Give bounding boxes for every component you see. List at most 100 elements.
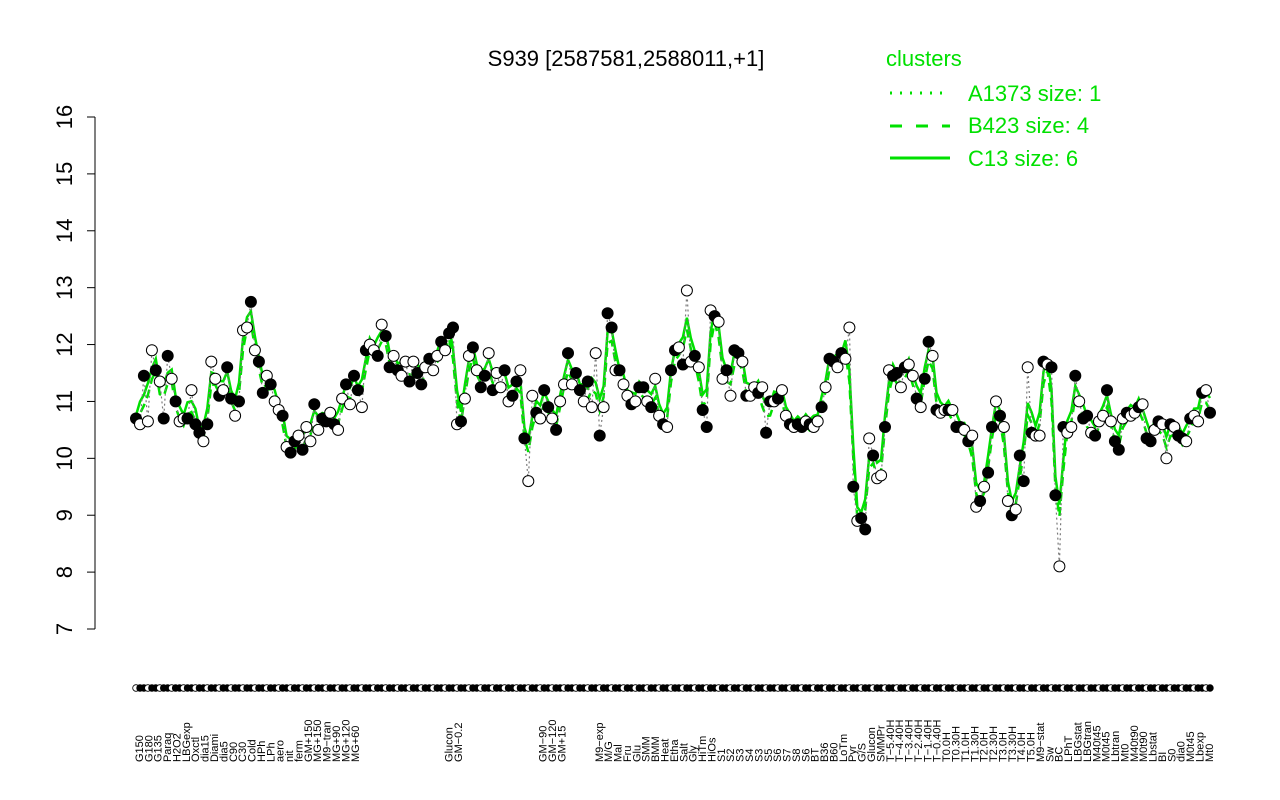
data-point	[332, 423, 345, 436]
data-point	[863, 432, 876, 445]
series-lines	[134, 290, 1212, 567]
data-point	[137, 369, 150, 382]
data-point	[308, 398, 321, 411]
x-tick-label: M0t90	[1138, 731, 1150, 762]
x-tick-label: T0.0H	[941, 732, 953, 762]
data-point	[760, 426, 773, 439]
data-point	[982, 466, 995, 479]
data-point	[466, 341, 479, 354]
data-point	[1104, 415, 1117, 428]
data-point	[569, 367, 582, 379]
x-tick-label: MG+60	[350, 726, 362, 762]
data-point	[348, 369, 360, 382]
data-point	[918, 372, 931, 385]
data-point	[680, 284, 693, 297]
data-point	[276, 409, 289, 422]
data-point	[165, 372, 178, 385]
y-tick-label: 13	[52, 275, 77, 299]
x-tick-label: Paraq	[162, 733, 174, 762]
x-tick-label: dia15	[200, 735, 212, 762]
data-point	[229, 409, 242, 422]
x-tick-label: H2O2	[171, 733, 183, 762]
data-point	[439, 344, 452, 357]
data-point	[1089, 429, 1102, 442]
x-tick-label: Etha	[669, 738, 681, 762]
data-point	[344, 398, 356, 411]
x-tick-label: Salt	[678, 743, 690, 762]
x-tick-label: M9−tran	[322, 721, 334, 762]
data-point	[415, 378, 428, 391]
data-point	[867, 449, 880, 462]
data-point	[264, 378, 277, 391]
data-point	[696, 404, 709, 416]
x-tick-label: Lbstat	[1148, 732, 1160, 762]
x-tick-label: Lbexp	[1195, 732, 1207, 762]
x-tick-label: T4.0H	[1016, 732, 1028, 762]
x-tick-label: BC	[1054, 747, 1066, 762]
data-point	[284, 446, 297, 459]
data-point	[296, 443, 309, 456]
x-tick-label: Lbtran	[1110, 731, 1122, 762]
data-point	[589, 347, 602, 360]
x-tick-label: BT	[810, 748, 822, 762]
data-point	[859, 523, 872, 536]
x-tick-label: S4	[744, 749, 756, 762]
data-point	[974, 495, 987, 507]
x-tick-label: MG+150	[312, 719, 324, 762]
x-tick-label: M40t45	[1091, 725, 1103, 762]
y-tick-label: 11	[52, 390, 77, 413]
data-point	[522, 475, 535, 488]
data-point	[526, 389, 539, 402]
data-point	[534, 412, 547, 425]
data-point	[375, 318, 388, 331]
x-tick-label: BMM	[650, 736, 662, 762]
data-point	[205, 355, 218, 368]
data-point	[573, 384, 586, 397]
data-point	[1144, 435, 1157, 448]
data-point	[550, 423, 563, 436]
x-tick-label: T1.30H	[969, 726, 981, 762]
data-point	[577, 395, 590, 408]
x-tick-label: MG+120	[340, 720, 352, 763]
x-tick-label: aero	[275, 740, 287, 762]
data-point	[1045, 361, 1058, 374]
x-tick-label: G/S	[857, 743, 869, 762]
x-tick-labels: G150G180G135ParaqH2O2LBGexpOxctldia15Dia…	[134, 719, 1216, 762]
x-tick-label: M40t90	[1129, 725, 1141, 762]
data-point	[221, 361, 234, 374]
x-tick-label: T−5.40H	[885, 719, 897, 762]
data-point	[1021, 361, 1034, 374]
data-point	[819, 381, 832, 394]
x-tick-label: S2	[725, 749, 737, 762]
y-tick-label: 12	[52, 332, 77, 356]
x-tick-label: dia5	[218, 741, 230, 762]
data-point	[811, 415, 824, 428]
data-point	[906, 369, 919, 382]
data-point	[1033, 429, 1046, 442]
data-point	[720, 364, 733, 377]
x-tick-label: BI	[1157, 752, 1169, 762]
data-point	[256, 386, 269, 399]
data-point	[510, 375, 523, 388]
x-tick-label: Glucon	[444, 727, 456, 762]
data-point	[978, 480, 991, 493]
data-point	[839, 352, 852, 365]
data-point	[1065, 421, 1078, 433]
x-tick-label: T−4.40H	[894, 719, 906, 762]
data-point	[340, 378, 352, 391]
x-tick-label: Oxctl	[190, 737, 202, 762]
data-point	[605, 321, 618, 334]
data-point	[1204, 406, 1216, 419]
data-point	[637, 381, 650, 394]
data-point	[1200, 384, 1212, 397]
data-point	[1081, 409, 1094, 422]
legend-entry-b423: B423 size: 4	[968, 113, 1089, 138]
data-point	[141, 415, 154, 428]
data-point	[546, 412, 559, 425]
x-tick-label: T3.30H	[1007, 726, 1019, 762]
data-point	[843, 321, 856, 334]
data-point	[1053, 560, 1066, 573]
x-tick-label: ferm	[294, 740, 306, 762]
y-tick-label: 15	[52, 162, 77, 186]
